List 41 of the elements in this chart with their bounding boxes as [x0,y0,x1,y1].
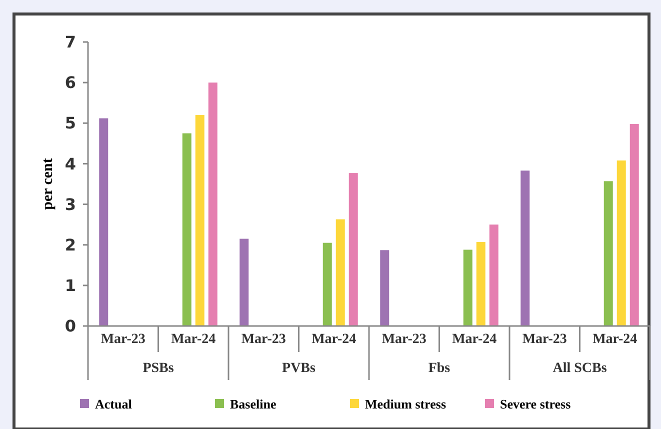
bar [476,242,486,326]
legend-label: Actual [95,396,132,412]
x-tick-label: Mar-24 [171,332,216,347]
bar [630,124,639,326]
y-tick-label: 3 [64,194,76,214]
bar [195,115,204,326]
text: PSBs [142,361,174,376]
text: Fbs [428,361,451,376]
bar [182,133,192,326]
bar [208,82,218,326]
x-tick-label: Mar-24 [312,332,356,347]
bar [489,224,498,326]
y-tick-label: 1 [64,276,76,296]
bar [604,181,613,326]
x-tick-label: Mar-24 [592,332,638,347]
x-tick-label: Mar-23 [382,332,426,347]
bar [380,250,390,326]
text: All SCBs [552,361,608,376]
x-tick-label: Mar-23 [241,332,286,347]
legend-label: Medium stress [365,396,446,412]
y-tick-label: 6 [64,73,76,92]
legend-label: Baseline [230,396,276,412]
bar [520,170,530,326]
x-tick-label: Mar-23 [100,332,146,347]
bar [348,173,358,326]
y-tick-label: 5 [64,114,76,133]
x-tick-label: Mar-23 [522,332,567,347]
x-tick-label: Mar-24 [452,332,497,347]
y-tick-label: 0 [64,316,76,336]
legend-label: Severe stress [500,396,571,412]
text: PVBs [282,361,316,376]
bar [616,160,626,326]
bar [336,219,345,326]
y-axis-title: per cent [40,158,56,210]
y-tick-label: 4 [64,154,76,174]
bar [99,118,108,326]
y-tick-label: 2 [64,235,76,254]
y-tick-label: 7 [64,32,76,52]
bar [322,242,332,326]
bar [240,238,249,326]
bar [463,250,472,326]
